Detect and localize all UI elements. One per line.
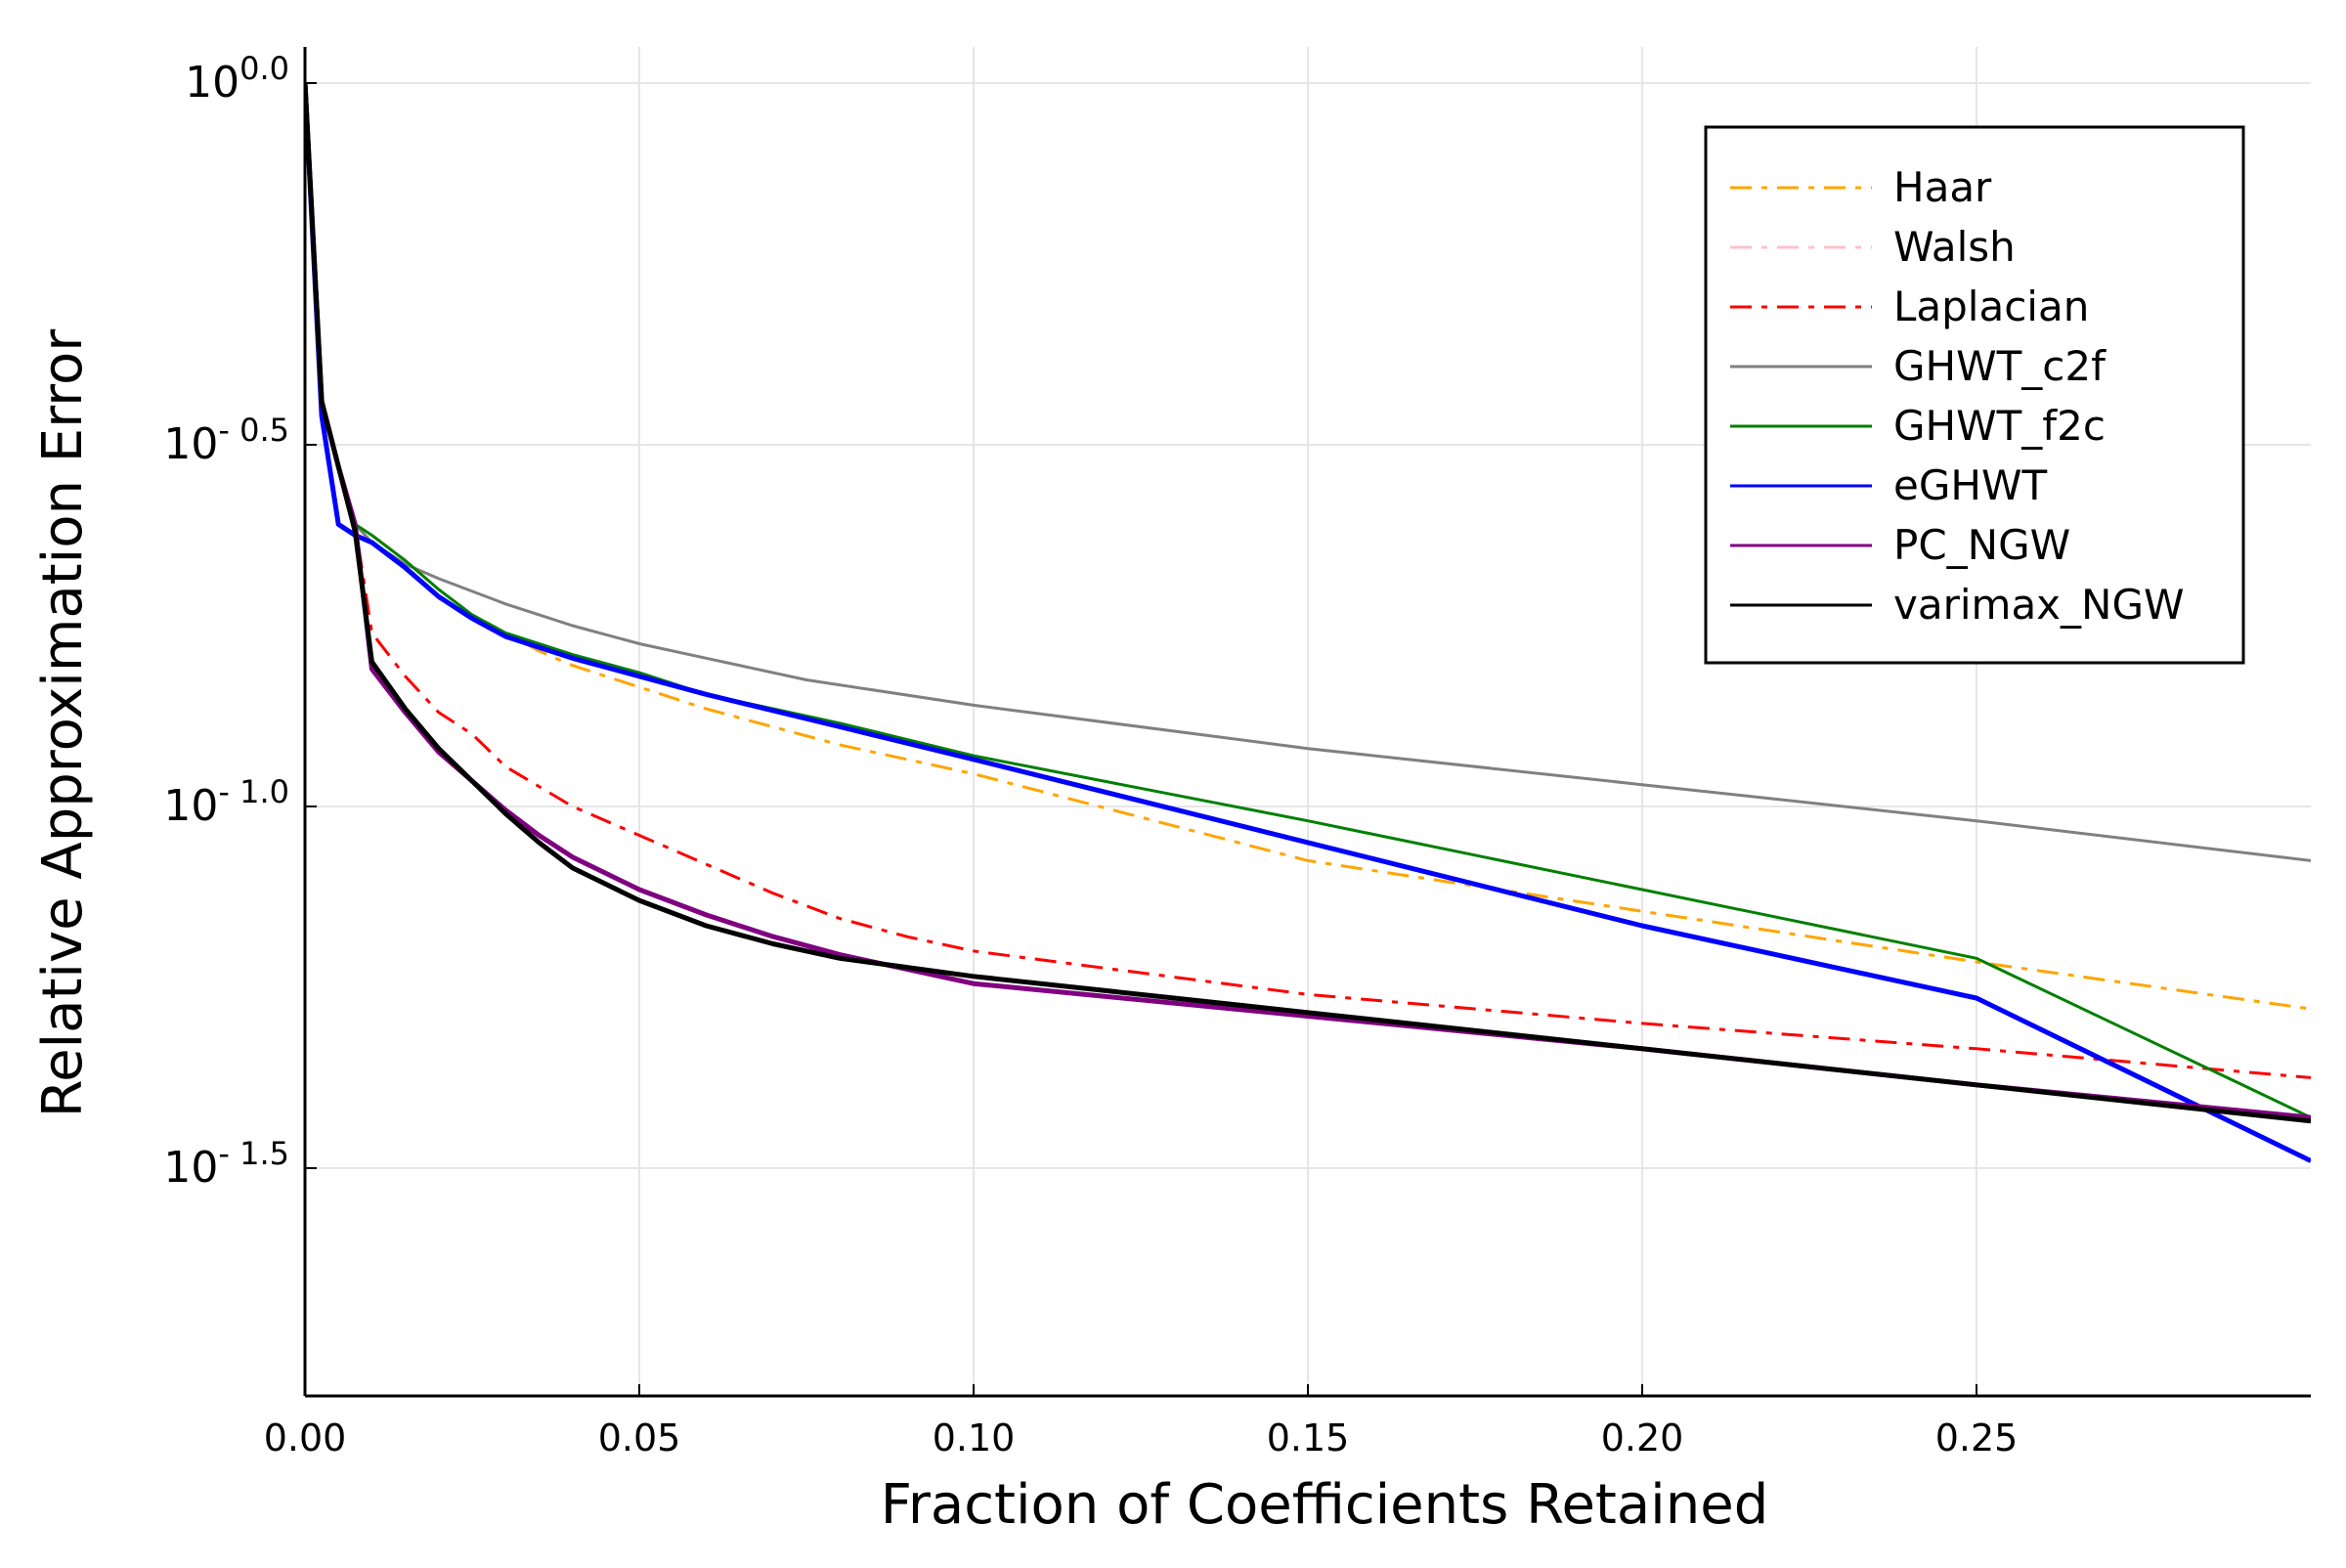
y-tick-base: 10	[163, 781, 218, 831]
legend-label: eGHWT	[1893, 461, 2047, 509]
y-tick-label: 10- 0.5	[163, 412, 289, 469]
legend-label: PC_NGW	[1893, 521, 2070, 569]
y-tick-exponent: - 1.0	[218, 773, 289, 810]
y-tick-exponent: - 0.5	[218, 412, 289, 449]
series-lines	[305, 82, 2311, 1163]
y-tick-exponent: 0.0	[239, 50, 289, 87]
legend-label: GHWT_f2c	[1893, 402, 2106, 450]
y-tick-base: 10	[185, 58, 239, 108]
x-tick-label: 0.00	[264, 1416, 347, 1459]
x-tick-label: 0.10	[933, 1416, 1016, 1459]
legend-label: Laplacian	[1893, 283, 2089, 330]
x-axis-title: Fraction of Coefficients Retained	[881, 1473, 1768, 1537]
legend: Haar Walsh Laplacian GHWT_c2f GHWT_f2c eGHWT P…	[1704, 125, 2245, 665]
x-tick-label: 0.25	[1935, 1416, 2019, 1459]
legend-label: GHWT_c2f	[1893, 342, 2107, 390]
series-line-varimax-ngw	[305, 82, 2311, 1124]
y-tick-label: 10- 1.0	[163, 773, 289, 831]
y-tick-label: 10- 1.5	[163, 1135, 289, 1193]
legend-label: varimax_NGW	[1893, 581, 2185, 629]
legend-label: Haar	[1893, 163, 1992, 211]
axes	[303, 47, 2311, 1398]
y-tick-base: 10	[163, 1143, 218, 1193]
series-line-haar	[305, 82, 2311, 1011]
x-tick-label: 0.05	[598, 1416, 681, 1459]
series-line-laplacian	[305, 82, 2311, 1079]
y-axis-title: Relative Approximation Error	[31, 328, 95, 1117]
y-tick-base: 10	[163, 419, 218, 469]
grid	[304, 47, 2311, 1396]
legend-label: Walsh	[1893, 223, 2016, 271]
y-tick-label: 100.0	[185, 50, 289, 108]
x-tick-label: 0.20	[1601, 1416, 1684, 1459]
y-tick-exponent: - 1.5	[218, 1135, 289, 1172]
x-tick-label: 0.15	[1267, 1416, 1350, 1459]
series-line-eghwt	[305, 82, 2311, 1163]
legend-box	[1704, 125, 2245, 665]
